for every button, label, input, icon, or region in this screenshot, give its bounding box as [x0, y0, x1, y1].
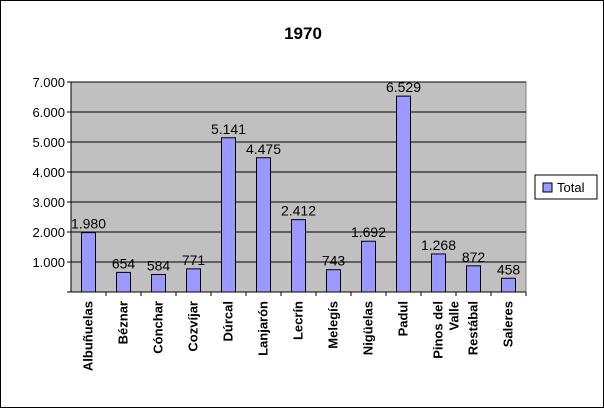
legend-swatch	[542, 182, 553, 193]
x-tick-label: Saleres	[501, 301, 516, 347]
bar	[221, 137, 236, 293]
data-label: 771	[182, 252, 206, 268]
bar	[396, 95, 411, 293]
bar	[501, 277, 516, 293]
data-label: 6.529	[386, 79, 421, 95]
bar-series	[81, 95, 516, 293]
data-label: 1.980	[71, 216, 106, 232]
x-tick-label: Valle	[447, 301, 462, 331]
bar	[186, 268, 201, 293]
data-label: 584	[147, 257, 171, 273]
bar	[291, 219, 306, 293]
gridlines	[71, 81, 526, 263]
y-tick-label: 7.000	[32, 75, 65, 90]
y-tick-label: 2.000	[32, 225, 65, 240]
data-label: 2.412	[281, 203, 316, 219]
legend-label: Total	[557, 180, 585, 195]
y-tick-label: 1.000	[32, 255, 65, 270]
y-tick-label: 4.000	[32, 165, 65, 180]
x-tick-label: Albuñuelas	[81, 301, 96, 371]
bar	[116, 271, 131, 293]
x-axis: Albuñuelas Béznar Cónchar Cozvíjar Dúrcal Lan…	[81, 292, 527, 371]
bar	[361, 240, 376, 293]
data-label: 5.141	[211, 121, 246, 137]
x-tick-label: Pinos del	[431, 301, 446, 359]
x-tick-label: Cozvíjar	[186, 301, 201, 352]
data-label: 458	[497, 261, 521, 277]
legend: Total	[534, 174, 598, 200]
bar	[151, 273, 166, 293]
x-tick-label: Béznar	[116, 301, 131, 344]
bar	[81, 232, 96, 293]
x-tick-label: Lanjarón	[256, 301, 271, 356]
bar	[326, 269, 341, 293]
x-tick-label: Lecrín	[291, 301, 306, 340]
x-tick-label: Nigüelas	[361, 301, 376, 355]
x-tick-label: Cónchar	[151, 301, 166, 354]
x-tick-label: Melegís	[326, 301, 341, 349]
y-tick-label: 6.000	[32, 105, 65, 120]
bar	[431, 253, 446, 293]
chart-title: 1970	[284, 24, 322, 43]
y-tick-label: 5.000	[32, 135, 65, 150]
x-tick-label: Restábal	[466, 301, 481, 355]
x-tick-label: Dúrcal	[221, 301, 236, 341]
y-axis: 1.000 2.000 3.000 4.000 5.000 6.000 7.000	[32, 75, 526, 293]
data-label: 4.475	[246, 141, 281, 157]
data-label: 1.268	[421, 237, 456, 253]
y-tick-label: 3.000	[32, 195, 65, 210]
data-label: 1.692	[351, 224, 386, 240]
data-label: 743	[322, 253, 346, 269]
bar	[466, 265, 481, 293]
data-label: 872	[462, 249, 486, 265]
bar	[256, 157, 271, 293]
data-label: 654	[112, 255, 136, 271]
x-tick-label: Padul	[396, 301, 411, 336]
